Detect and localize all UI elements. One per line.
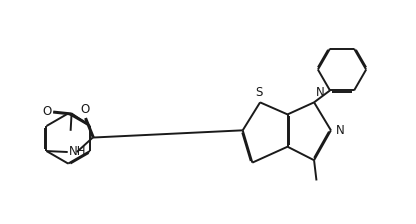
Text: NH: NH	[69, 145, 87, 158]
Text: N: N	[336, 124, 344, 137]
Text: S: S	[255, 86, 263, 99]
Text: O: O	[42, 105, 51, 118]
Text: N: N	[316, 86, 325, 99]
Text: O: O	[80, 103, 89, 116]
